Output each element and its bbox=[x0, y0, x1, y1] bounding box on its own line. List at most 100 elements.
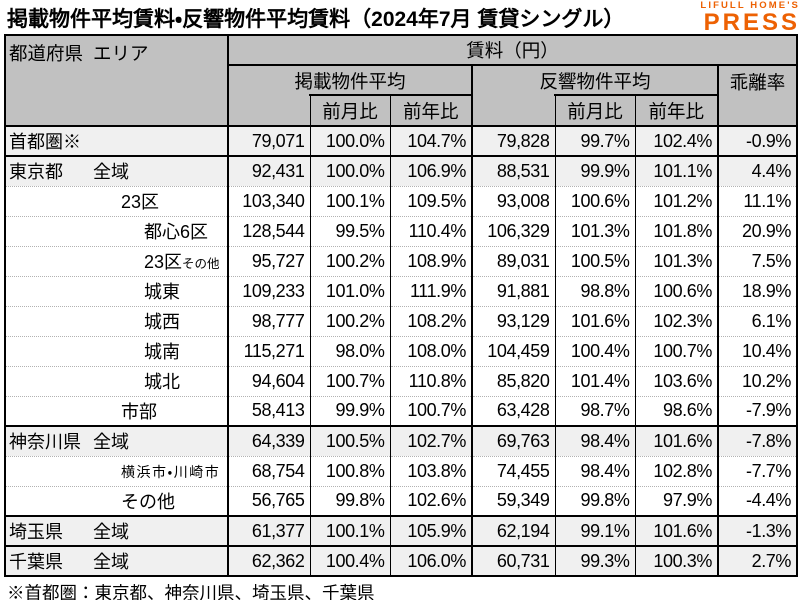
table-header: 都道府県 エリア 賃料（円） 掲載物件平均 反響物件平均 乖離率 前月比 前年比 … bbox=[5, 35, 798, 127]
area-cell: 神奈川県 全域 bbox=[5, 425, 228, 456]
response-mom-cell: 100.6% bbox=[554, 185, 635, 216]
listed-mom-cell: 100.2% bbox=[309, 245, 390, 276]
listed-mom-cell: 100.0% bbox=[309, 125, 390, 156]
listed-yoy-cell: 102.6% bbox=[389, 485, 472, 516]
table-row: 城北 94,604 100.7% 110.8% 85,820 101.4% 103.6% 10… bbox=[5, 365, 798, 396]
listed-yoy-cell: 100.7% bbox=[389, 395, 472, 426]
listed-yoy-cell: 108.9% bbox=[389, 245, 472, 276]
table-row: 横浜市・川崎市 68,754 100.8% 103.8% 74,455 98.4% 102.… bbox=[5, 455, 798, 486]
listed-mom-cell: 100.5% bbox=[309, 425, 390, 456]
corner-header-cell: 都道府県 エリア bbox=[5, 35, 229, 127]
table-row: 埼玉県 全域 61,377 100.1% 105.9% 62,194 99.1% 101.6%… bbox=[5, 515, 798, 546]
listed-avg-cell: 94,604 bbox=[227, 365, 310, 396]
area-label: 全域 bbox=[93, 432, 129, 453]
divergence-cell: 4.4% bbox=[716, 155, 798, 186]
listed-avg-cell: 58,413 bbox=[227, 395, 310, 426]
table-row: 城西 98,777 100.2% 108.2% 93,129 101.6% 102.3% 6.… bbox=[5, 305, 798, 336]
listed-yoy-header-cell: 前年比 bbox=[389, 96, 472, 127]
response-avg-cell: 60,731 bbox=[471, 545, 555, 576]
prefecture-label: 東京都 bbox=[9, 162, 63, 183]
area-cell: 都心6区 bbox=[5, 215, 228, 246]
response-avg-cell: 74,455 bbox=[471, 455, 555, 486]
area-label: 市部 bbox=[121, 401, 157, 422]
divergence-cell: 6.1% bbox=[716, 305, 798, 336]
response-mom-cell: 98.7% bbox=[554, 395, 635, 426]
table-row: 市部 58,413 99.9% 100.7% 63,428 98.7% 98.6% -7.9% bbox=[5, 395, 798, 426]
listed-mom-cell: 100.7% bbox=[309, 365, 390, 396]
area-label: 城西 bbox=[144, 312, 180, 332]
area-header-label: エリア bbox=[93, 43, 149, 64]
listed-yoy-cell: 109.5% bbox=[389, 185, 472, 216]
divergence-cell: -7.9% bbox=[716, 395, 798, 426]
response-mom-cell: 99.8% bbox=[554, 485, 635, 516]
response-avg-cell: 106,329 bbox=[471, 215, 555, 246]
listed-avg-cell: 128,544 bbox=[227, 215, 310, 246]
listed-mom-cell: 99.5% bbox=[309, 215, 390, 246]
area-label: 横浜市・川崎市 bbox=[121, 463, 221, 480]
divergence-cell: 10.2% bbox=[716, 365, 798, 396]
prefecture-label: 神奈川県 bbox=[9, 432, 81, 453]
listed-avg-cell: 92,431 bbox=[227, 155, 310, 186]
response-avg-cell: 62,194 bbox=[471, 515, 555, 546]
response-mom-cell: 101.3% bbox=[554, 215, 635, 246]
table-row: 東京都 全域 92,431 100.0% 106.9% 88,531 99.9% 101.1%… bbox=[5, 155, 798, 186]
logo-lifull-homes: LIFULL HOME'S bbox=[700, 0, 800, 11]
area-cell: 城西 bbox=[5, 305, 228, 336]
response-avg-cell: 93,129 bbox=[471, 305, 555, 336]
listed-mom-header-cell: 前月比 bbox=[309, 96, 390, 127]
listed-group-header-cell: 掲載物件平均 bbox=[227, 65, 472, 96]
divergence-cell: -4.4% bbox=[716, 485, 798, 516]
response-yoy-cell: 102.4% bbox=[634, 125, 718, 156]
listed-mom-cell: 99.9% bbox=[309, 395, 390, 426]
response-yoy-cell: 103.6% bbox=[634, 365, 718, 396]
area-cell: 埼玉県 全域 bbox=[5, 515, 228, 546]
divergence-cell: 10.4% bbox=[716, 335, 798, 366]
response-mom-cell: 100.5% bbox=[554, 245, 635, 276]
listed-yoy-cell: 108.0% bbox=[389, 335, 472, 366]
response-yoy-cell: 101.2% bbox=[634, 185, 718, 216]
area-cell: 首都圏※ bbox=[5, 125, 228, 156]
listed-avg-cell: 64,339 bbox=[227, 425, 310, 456]
divergence-cell: -0.9% bbox=[716, 125, 798, 156]
divergence-cell: 18.9% bbox=[716, 275, 798, 306]
listed-avg-cell: 95,727 bbox=[227, 245, 310, 276]
listed-yoy-cell: 106.0% bbox=[389, 545, 472, 576]
response-mom-cell: 99.3% bbox=[554, 545, 635, 576]
area-label: 23区 bbox=[121, 192, 160, 212]
area-label: その他 bbox=[121, 491, 175, 512]
response-mom-cell: 99.1% bbox=[554, 515, 635, 546]
listed-mom-cell: 98.0% bbox=[309, 335, 390, 366]
table-row: 23区 103,340 100.1% 109.5% 93,008 100.6% 101.2%… bbox=[5, 185, 798, 216]
response-yoy-cell: 101.6% bbox=[634, 425, 718, 456]
table-body: 首都圏※ 79,071 100.0% 104.7% 79,828 99.7% 102.4% -… bbox=[5, 125, 798, 576]
listed-yoy-cell: 102.7% bbox=[389, 425, 472, 456]
response-group-header-cell: 反響物件平均 bbox=[471, 65, 718, 96]
prefecture-label: 首都圏※ bbox=[9, 132, 81, 152]
listed-mom-cell: 100.1% bbox=[309, 185, 390, 216]
response-avg-cell: 59,349 bbox=[471, 485, 555, 516]
response-mom-cell: 101.6% bbox=[554, 305, 635, 336]
listed-avg-cell: 62,362 bbox=[227, 545, 310, 576]
response-mom-cell: 101.4% bbox=[554, 365, 635, 396]
response-mom-cell: 98.4% bbox=[554, 455, 635, 486]
listed-yoy-cell: 110.4% bbox=[389, 215, 472, 246]
header-row-1: 都道府県 エリア 賃料（円） bbox=[5, 35, 798, 127]
area-cell: 千葉県 全域 bbox=[5, 545, 228, 576]
response-avg-cell: 91,881 bbox=[471, 275, 555, 306]
response-yoy-cell: 102.3% bbox=[634, 305, 718, 336]
rent-unit-header-cell: 賃料（円） bbox=[228, 35, 798, 66]
response-avg-cell: 79,828 bbox=[471, 125, 555, 156]
divergence-cell: -7.7% bbox=[716, 455, 798, 486]
area-cell: 23区 bbox=[5, 185, 228, 216]
response-avg-cell: 63,428 bbox=[471, 395, 555, 426]
response-yoy-cell: 101.6% bbox=[634, 515, 718, 546]
area-cell: その他 bbox=[5, 485, 228, 516]
listed-avg-blank-header-cell bbox=[227, 96, 310, 127]
header-row-2: 掲載物件平均 反響物件平均 乖離率 bbox=[5, 65, 798, 127]
listed-avg-cell: 115,271 bbox=[227, 335, 310, 366]
header-row-3: 前月比 前年比 前月比 前年比 bbox=[5, 96, 797, 127]
response-yoy-cell: 101.3% bbox=[634, 245, 718, 276]
response-mom-cell: 98.8% bbox=[554, 275, 635, 306]
listed-yoy-cell: 103.8% bbox=[389, 455, 472, 486]
response-avg-cell: 88,531 bbox=[471, 155, 555, 186]
